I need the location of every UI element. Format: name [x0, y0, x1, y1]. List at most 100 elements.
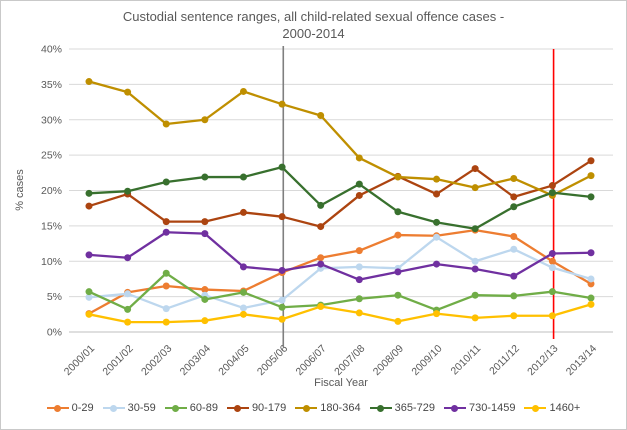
data-point: [124, 88, 132, 96]
data-point: [162, 269, 170, 277]
legend-marker-icon: [443, 404, 466, 413]
data-point: [201, 317, 209, 325]
y-tick-label: 40%: [41, 44, 62, 56]
x-tick-label: 2001/02: [100, 343, 135, 378]
data-point: [548, 312, 556, 320]
data-point: [317, 260, 325, 268]
data-point: [587, 172, 595, 180]
data-point: [471, 265, 479, 273]
data-point: [355, 154, 363, 162]
data-point: [587, 280, 595, 288]
data-point: [510, 245, 518, 253]
legend-marker-icon: [46, 404, 69, 413]
legend-item-180-364: 180-364: [295, 402, 361, 414]
x-tick-labels: 2000/01 2001/02 2002/03 2003/04 2004/05 2005/…: [62, 343, 599, 378]
data-point: [317, 223, 325, 231]
data-point: [510, 272, 518, 280]
y-tick-label: 0%: [47, 327, 62, 339]
series-1460+: [85, 300, 595, 326]
data-point: [278, 266, 286, 274]
data-point: [278, 315, 286, 323]
x-tick-label: 2000/01: [62, 343, 97, 378]
x-tick-label: 2005/06: [255, 343, 290, 378]
legend-label: 90-179: [251, 402, 287, 414]
data-point: [510, 312, 518, 320]
data-point: [471, 314, 479, 322]
data-point: [85, 251, 93, 259]
data-point: [471, 165, 479, 173]
data-point: [433, 175, 441, 183]
data-point: [394, 291, 402, 299]
data-point: [239, 310, 247, 318]
data-point: [587, 294, 595, 302]
data-point: [433, 260, 441, 268]
series-730-1459: [85, 228, 595, 284]
x-tick-label: 2012/13: [525, 343, 560, 378]
x-tick-label: 2013/14: [564, 343, 599, 378]
series-365-729: [85, 163, 595, 233]
y-tick-label: 25%: [41, 150, 62, 162]
data-point: [239, 87, 247, 95]
data-point: [355, 276, 363, 284]
data-point: [85, 310, 93, 318]
data-point: [124, 305, 132, 313]
y-tick-labels: 0% 5% 10% 15% 20% 25% 30% 35% 40%: [41, 44, 62, 339]
data-point: [201, 173, 209, 181]
legend-item-0-29: 0-29: [46, 402, 94, 414]
data-point: [355, 295, 363, 303]
y-tick-label: 5%: [47, 291, 62, 303]
data-point: [124, 254, 132, 262]
chart-title: Custodial sentence ranges, all child-rel…: [1, 8, 626, 42]
data-point: [587, 249, 595, 257]
series-line-1460+: [87, 303, 593, 324]
legend-marker-icon: [226, 404, 249, 413]
series-180-364: [85, 78, 595, 199]
series-line-730-1459: [87, 231, 593, 281]
data-point: [85, 78, 93, 86]
y-axis-title: % cases: [14, 169, 26, 211]
series-line-180-364: [87, 80, 593, 197]
data-point: [355, 247, 363, 255]
series-line-60-89: [87, 272, 593, 312]
data-point: [162, 218, 170, 226]
data-point: [355, 263, 363, 271]
x-tick-label: 2010/11: [448, 343, 483, 378]
x-tick-label: 2004/05: [216, 343, 251, 378]
series-line-365-729: [87, 166, 593, 230]
data-point: [278, 163, 286, 171]
data-point: [548, 257, 556, 265]
legend-label: 1460+: [549, 402, 581, 414]
data-point: [510, 193, 518, 201]
data-point: [201, 230, 209, 238]
x-tick-label: 2011/12: [487, 343, 522, 378]
data-point: [510, 203, 518, 211]
x-tick-label: 2003/04: [178, 343, 213, 378]
x-tick-label: 2006/07: [293, 343, 328, 378]
data-point: [162, 228, 170, 236]
x-axis-title: Fiscal Year: [314, 377, 368, 389]
data-point: [548, 249, 556, 257]
legend-label: 30-59: [127, 402, 156, 414]
data-point: [278, 100, 286, 108]
data-point: [162, 305, 170, 313]
data-point: [471, 257, 479, 265]
data-point: [162, 318, 170, 326]
data-point: [278, 213, 286, 221]
data-point: [548, 264, 556, 272]
data-point: [394, 268, 402, 276]
data-point: [201, 218, 209, 226]
data-point: [355, 309, 363, 317]
data-point: [355, 191, 363, 199]
data-point: [510, 292, 518, 300]
data-point: [278, 296, 286, 304]
legend-item-1460+: 1460+: [524, 402, 580, 414]
data-point: [201, 286, 209, 294]
data-point: [394, 173, 402, 181]
legend-marker-icon: [102, 404, 125, 413]
chart-title-line2: 2000-2014: [282, 26, 345, 41]
data-point: [355, 180, 363, 188]
data-point: [471, 291, 479, 299]
data-point: [278, 303, 286, 311]
legend-label: 60-89: [189, 402, 218, 414]
legend-marker-icon: [524, 404, 547, 413]
